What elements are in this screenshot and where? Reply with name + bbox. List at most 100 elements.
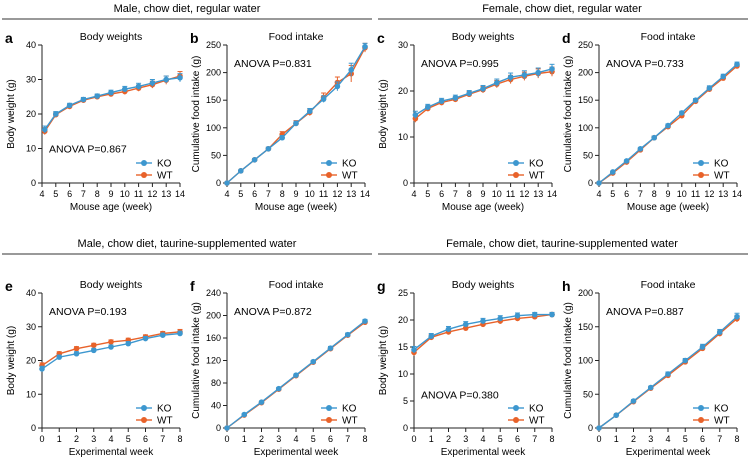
panel-f: f Food intake 0 40 80 120 160 200 240 0 1 2 3 4 5 6 7 8 Ex… — [190, 278, 368, 458]
section-title: Male, chow diet, taurine-supplemented wa… — [78, 238, 297, 250]
panel-a: a Body weights 0 10 20 30 40 4 5 6 7 8 9 10 11 12 13 14 Mo… — [5, 30, 185, 213]
data-point-ko — [734, 61, 740, 68]
x-tick-label: 13 — [533, 189, 543, 199]
data-point-ko — [224, 425, 230, 431]
x-tick-label: 4 — [293, 434, 298, 444]
data-point-ko — [334, 83, 341, 90]
data-point-ko — [310, 358, 317, 365]
y-tick-label: 80 — [211, 378, 221, 388]
y-tick-label: 100 — [578, 123, 593, 133]
data-point-ko — [108, 89, 114, 96]
y-tick-label: 100 — [578, 356, 593, 366]
x-tick-label: 9 — [665, 189, 670, 199]
data-point-ko — [462, 321, 469, 328]
chart-title: Food intake — [269, 31, 324, 43]
x-tick-label: 1 — [429, 434, 434, 444]
x-tick-label: 4 — [480, 434, 485, 444]
y-axis-label: Body weight (g) — [6, 326, 17, 395]
y-tick-label: 10 — [26, 144, 36, 154]
x-tick-label: 11 — [691, 189, 700, 199]
y-tick-label: 150 — [578, 95, 593, 105]
legend-marker-wt — [141, 172, 147, 178]
y-tick-label: 150 — [206, 95, 221, 105]
data-point-ko — [535, 69, 541, 76]
legend-label-ko: KO — [342, 404, 357, 415]
x-tick-label: 0 — [39, 434, 44, 444]
data-point-ko — [344, 331, 351, 338]
x-tick-label: 13 — [718, 189, 728, 199]
x-tick-label: 5 — [311, 434, 316, 444]
y-tick-label: 160 — [206, 333, 221, 343]
y-tick-label: 30 — [398, 40, 408, 50]
x-axis-label: Experimental week — [69, 447, 154, 458]
data-point-ko — [348, 67, 355, 73]
x-tick-label: 6 — [700, 434, 705, 444]
y-tick-label: 200 — [206, 311, 221, 321]
y-axis-label: Cumulative food intake (g) — [563, 56, 574, 173]
x-tick-label: 6 — [439, 189, 444, 199]
y-tick-label: 0 — [216, 423, 221, 433]
y-axis-label: Body weight (g) — [378, 326, 389, 395]
x-tick-label: 14 — [547, 189, 557, 199]
data-point-ko — [177, 74, 183, 81]
data-point-ko — [241, 411, 248, 418]
x-axis-label: Mouse age (week) — [627, 202, 709, 213]
x-tick-label: 10 — [120, 189, 130, 199]
data-point-ko — [716, 329, 723, 335]
data-point-ko — [682, 357, 689, 364]
data-point-ko — [362, 43, 368, 50]
panel-letter: c — [377, 30, 385, 46]
x-tick-label: 4 — [224, 189, 229, 199]
x-tick-label: 10 — [492, 189, 502, 199]
x-tick-label: 6 — [252, 189, 257, 199]
x-tick-label: 10 — [305, 189, 315, 199]
data-point-ko — [647, 384, 654, 391]
panel-letter: a — [5, 30, 13, 46]
data-point-wt — [108, 339, 114, 345]
x-tick-label: 6 — [328, 434, 333, 444]
x-tick-label: 9 — [108, 189, 113, 199]
legend-label-ko: KO — [157, 159, 172, 170]
y-tick-label: 20 — [26, 356, 36, 366]
legend-label-ko: KO — [529, 159, 544, 170]
y-tick-label: 0 — [588, 423, 593, 433]
data-point-ko — [679, 110, 685, 116]
y-tick-label: 10 — [26, 389, 36, 399]
anova-annotation: ANOVA P=0.193 — [49, 306, 127, 318]
x-axis-label: Experimental week — [441, 447, 526, 458]
panel-letter: d — [562, 30, 571, 46]
x-tick-label: 11 — [134, 189, 143, 199]
panel-c: c Body weights 0 10 20 30 4 5 6 7 8 9 10 11 12 13 14 Mous… — [377, 30, 557, 213]
panel-h: h Food intake 0 50 100 150 200 0 1 2 3 4 5 6 7 8 Experim… — [562, 278, 740, 458]
data-point-ko — [362, 318, 368, 324]
series-line-ko — [41, 332, 181, 370]
data-point-ko — [521, 72, 528, 78]
legend-label-wt: WT — [342, 416, 358, 427]
x-tick-label: 12 — [332, 189, 342, 199]
x-tick-label: 5 — [425, 189, 430, 199]
legend-label-ko: KO — [714, 159, 729, 170]
data-point-ko — [125, 340, 132, 347]
x-tick-label: 5 — [126, 434, 131, 444]
panel-letter: b — [190, 30, 199, 46]
x-tick-label: 13 — [346, 189, 356, 199]
panel-b: b Food intake 0 50 100 150 200 250 4 5 6 7 8 9 10 11 12 1… — [190, 30, 370, 213]
y-tick-label: 10 — [398, 132, 408, 142]
data-point-ko — [531, 311, 538, 318]
data-point-ko — [412, 112, 419, 118]
legend-marker-wt — [513, 172, 519, 178]
data-point-ko — [706, 85, 713, 91]
legend-marker-wt — [513, 417, 519, 423]
x-tick-label: 7 — [532, 434, 537, 444]
x-tick-label: 12 — [147, 189, 157, 199]
chart-title: Body weights — [452, 31, 514, 43]
legend-marker-ko — [698, 405, 704, 411]
data-point-ko — [265, 145, 272, 152]
y-tick-label: 150 — [578, 322, 593, 332]
x-tick-label: 9 — [480, 189, 485, 199]
data-point-ko — [163, 76, 169, 83]
legend-label-ko: KO — [342, 159, 357, 170]
data-point-ko — [734, 313, 740, 320]
x-tick-label: 1 — [614, 434, 619, 444]
y-tick-label: 0 — [588, 178, 593, 188]
